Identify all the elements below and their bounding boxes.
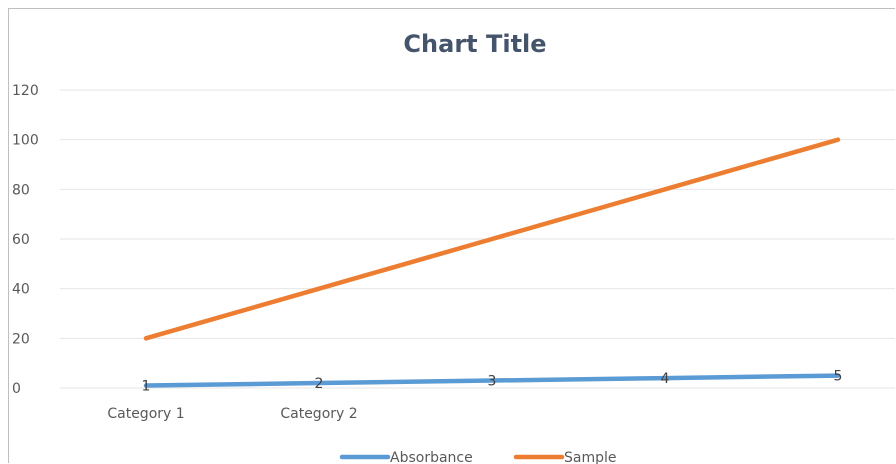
x-value-label: 2 xyxy=(315,376,324,392)
y-tick-label: 0 xyxy=(12,381,21,397)
legend-label: Sample xyxy=(564,450,617,464)
x-value-label: 5 xyxy=(834,369,843,385)
series-line-absorbance xyxy=(143,373,841,388)
y-tick-label: 80 xyxy=(12,182,30,198)
y-tick-label: 120 xyxy=(12,83,39,99)
data-labels: 1 2 3 4 5 xyxy=(142,369,843,395)
x-value-label: 4 xyxy=(661,371,670,387)
gridlines xyxy=(60,89,895,389)
y-tick-label: 40 xyxy=(12,282,30,298)
y-axis-ticks: 0 20 40 60 80 100 120 xyxy=(12,83,39,397)
category-labels: Category 1 Category 2 xyxy=(107,406,357,422)
category-label: Category 1 xyxy=(107,406,184,422)
legend: Absorbance Sample xyxy=(339,450,617,464)
chart-frame xyxy=(8,8,895,463)
legend-label: Absorbance xyxy=(390,450,473,464)
legend-item-absorbance: Absorbance xyxy=(339,450,473,464)
y-tick-label: 20 xyxy=(12,331,30,347)
x-value-label: 1 xyxy=(142,379,151,395)
y-tick-label: 100 xyxy=(12,133,39,149)
legend-item-sample: Sample xyxy=(513,450,617,464)
y-tick-label: 60 xyxy=(12,232,30,248)
series-lines xyxy=(143,137,841,388)
x-value-label: 3 xyxy=(488,374,497,390)
chart-title: Chart Title xyxy=(403,30,546,58)
category-label: Category 2 xyxy=(280,406,357,422)
series-line-sample xyxy=(143,137,841,341)
